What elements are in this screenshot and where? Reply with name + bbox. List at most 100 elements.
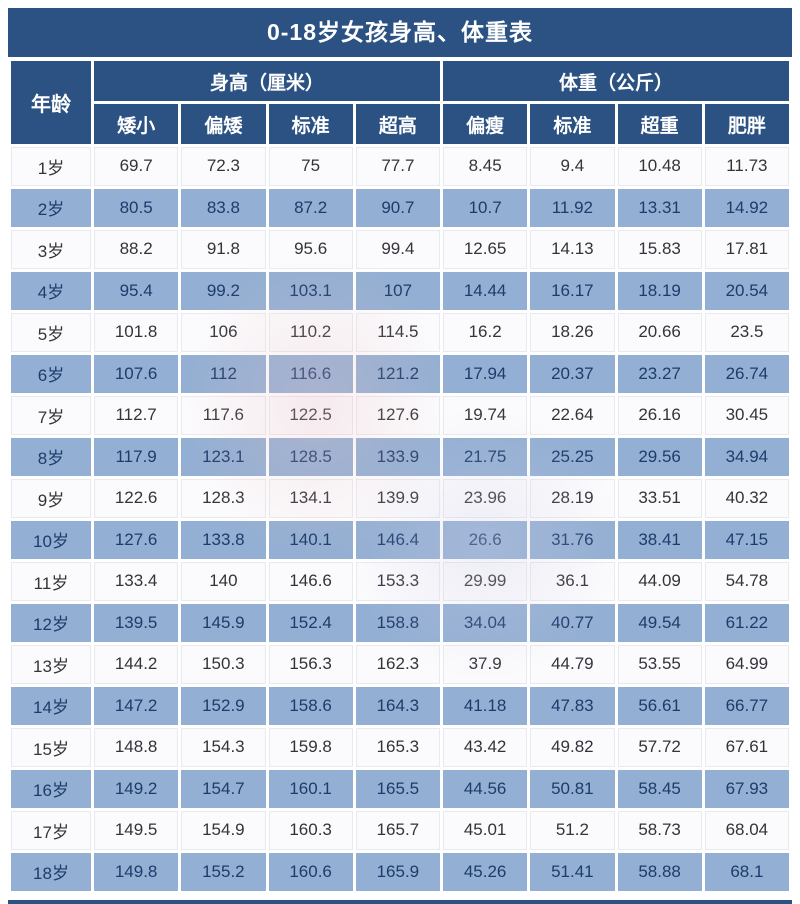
value-cell: 67.61 [704, 728, 789, 767]
age-cell: 14岁 [11, 686, 91, 725]
value-cell: 67.93 [704, 769, 789, 808]
weight-group-header: 体重（公斤） [443, 61, 789, 101]
table-row: 8岁 117.9 123.1 128.5 133.9 21.75 25.25 29.56 34.… [11, 437, 789, 476]
table-bottom-border [8, 900, 792, 904]
value-cell: 10.48 [617, 147, 702, 186]
table-row: 9岁 122.6 128.3 134.1 139.9 23.96 28.19 33.51 40.… [11, 479, 789, 518]
value-cell: 99.2 [181, 271, 266, 310]
value-cell: 57.72 [617, 728, 702, 767]
value-cell: 158.8 [355, 603, 440, 642]
value-cell: 26.16 [617, 396, 702, 435]
value-cell: 160.1 [268, 769, 353, 808]
value-cell: 121.2 [355, 354, 440, 393]
value-cell: 145.9 [181, 603, 266, 642]
value-cell: 75 [268, 147, 353, 186]
value-cell: 20.66 [617, 313, 702, 352]
value-cell: 44.56 [443, 769, 528, 808]
subcolumn-header: 标准 [268, 104, 353, 144]
age-cell: 2岁 [11, 188, 91, 227]
value-cell: 165.9 [355, 852, 440, 891]
value-cell: 90.7 [355, 188, 440, 227]
value-cell: 154.3 [181, 728, 266, 767]
value-cell: 13.31 [617, 188, 702, 227]
age-cell: 16岁 [11, 769, 91, 808]
value-cell: 114.5 [355, 313, 440, 352]
value-cell: 95.4 [94, 271, 179, 310]
value-cell: 22.64 [530, 396, 615, 435]
table-row: 16岁 149.2 154.7 160.1 165.5 44.56 50.81 58.45 67… [11, 769, 789, 808]
value-cell: 159.8 [268, 728, 353, 767]
value-cell: 158.6 [268, 686, 353, 725]
value-cell: 21.75 [443, 437, 528, 476]
value-cell: 134.1 [268, 479, 353, 518]
value-cell: 160.6 [268, 852, 353, 891]
value-cell: 49.82 [530, 728, 615, 767]
value-cell: 68.04 [704, 811, 789, 850]
value-cell: 17.81 [704, 230, 789, 269]
value-cell: 112 [181, 354, 266, 393]
age-cell: 11岁 [11, 562, 91, 601]
value-cell: 122.6 [94, 479, 179, 518]
value-cell: 165.3 [355, 728, 440, 767]
value-cell: 37.9 [443, 645, 528, 684]
value-cell: 15.83 [617, 230, 702, 269]
table-row: 7岁 112.7 117.6 122.5 127.6 19.74 22.64 26.16 30.… [11, 396, 789, 435]
age-cell: 5岁 [11, 313, 91, 352]
value-cell: 127.6 [94, 520, 179, 559]
value-cell: 58.45 [617, 769, 702, 808]
page-title: 0-18岁女孩身高、体重表 [8, 8, 792, 57]
age-cell: 9岁 [11, 479, 91, 518]
value-cell: 41.18 [443, 686, 528, 725]
value-cell: 101.8 [94, 313, 179, 352]
subcolumn-header: 矮小 [94, 104, 179, 144]
subcolumn-header: 标准 [530, 104, 615, 144]
value-cell: 152.9 [181, 686, 266, 725]
value-cell: 12.65 [443, 230, 528, 269]
table-row: 5岁 101.8 106 110.2 114.5 16.2 18.26 20.66 23.5 [11, 313, 789, 352]
value-cell: 30.45 [704, 396, 789, 435]
value-cell: 160.3 [268, 811, 353, 850]
value-cell: 49.54 [617, 603, 702, 642]
value-cell: 38.41 [617, 520, 702, 559]
value-cell: 16.17 [530, 271, 615, 310]
age-cell: 15岁 [11, 728, 91, 767]
value-cell: 110.2 [268, 313, 353, 352]
value-cell: 103.1 [268, 271, 353, 310]
value-cell: 156.3 [268, 645, 353, 684]
subcolumn-header: 肥胖 [704, 104, 789, 144]
value-cell: 16.2 [443, 313, 528, 352]
value-cell: 69.7 [94, 147, 179, 186]
value-cell: 54.78 [704, 562, 789, 601]
age-cell: 4岁 [11, 271, 91, 310]
table-row: 13岁 144.2 150.3 156.3 162.3 37.9 44.79 53.55 64.… [11, 645, 789, 684]
value-cell: 127.6 [355, 396, 440, 435]
value-cell: 20.54 [704, 271, 789, 310]
value-cell: 149.2 [94, 769, 179, 808]
table-header: 年龄 身高（厘米） 体重（公斤） 矮小 偏矮 标准 超高 偏瘦 标准 超重 肥胖 [11, 61, 789, 144]
table-row: 17岁 149.5 154.9 160.3 165.7 45.01 51.2 58.73 68.… [11, 811, 789, 850]
value-cell: 17.94 [443, 354, 528, 393]
value-cell: 36.1 [530, 562, 615, 601]
age-cell: 13岁 [11, 645, 91, 684]
table-row: 14岁 147.2 152.9 158.6 164.3 41.18 47.83 56.61 66… [11, 686, 789, 725]
value-cell: 123.1 [181, 437, 266, 476]
value-cell: 31.76 [530, 520, 615, 559]
value-cell: 14.13 [530, 230, 615, 269]
value-cell: 165.7 [355, 811, 440, 850]
value-cell: 87.2 [268, 188, 353, 227]
value-cell: 18.19 [617, 271, 702, 310]
value-cell: 40.77 [530, 603, 615, 642]
value-cell: 53.55 [617, 645, 702, 684]
value-cell: 47.83 [530, 686, 615, 725]
value-cell: 8.45 [443, 147, 528, 186]
value-cell: 116.6 [268, 354, 353, 393]
subcolumn-header: 偏矮 [181, 104, 266, 144]
subcolumn-header-row: 矮小 偏矮 标准 超高 偏瘦 标准 超重 肥胖 [11, 104, 789, 144]
value-cell: 26.6 [443, 520, 528, 559]
value-cell: 58.73 [617, 811, 702, 850]
value-cell: 154.7 [181, 769, 266, 808]
value-cell: 25.25 [530, 437, 615, 476]
value-cell: 139.5 [94, 603, 179, 642]
table-row: 3岁 88.2 91.8 95.6 99.4 12.65 14.13 15.83 17.81 [11, 230, 789, 269]
